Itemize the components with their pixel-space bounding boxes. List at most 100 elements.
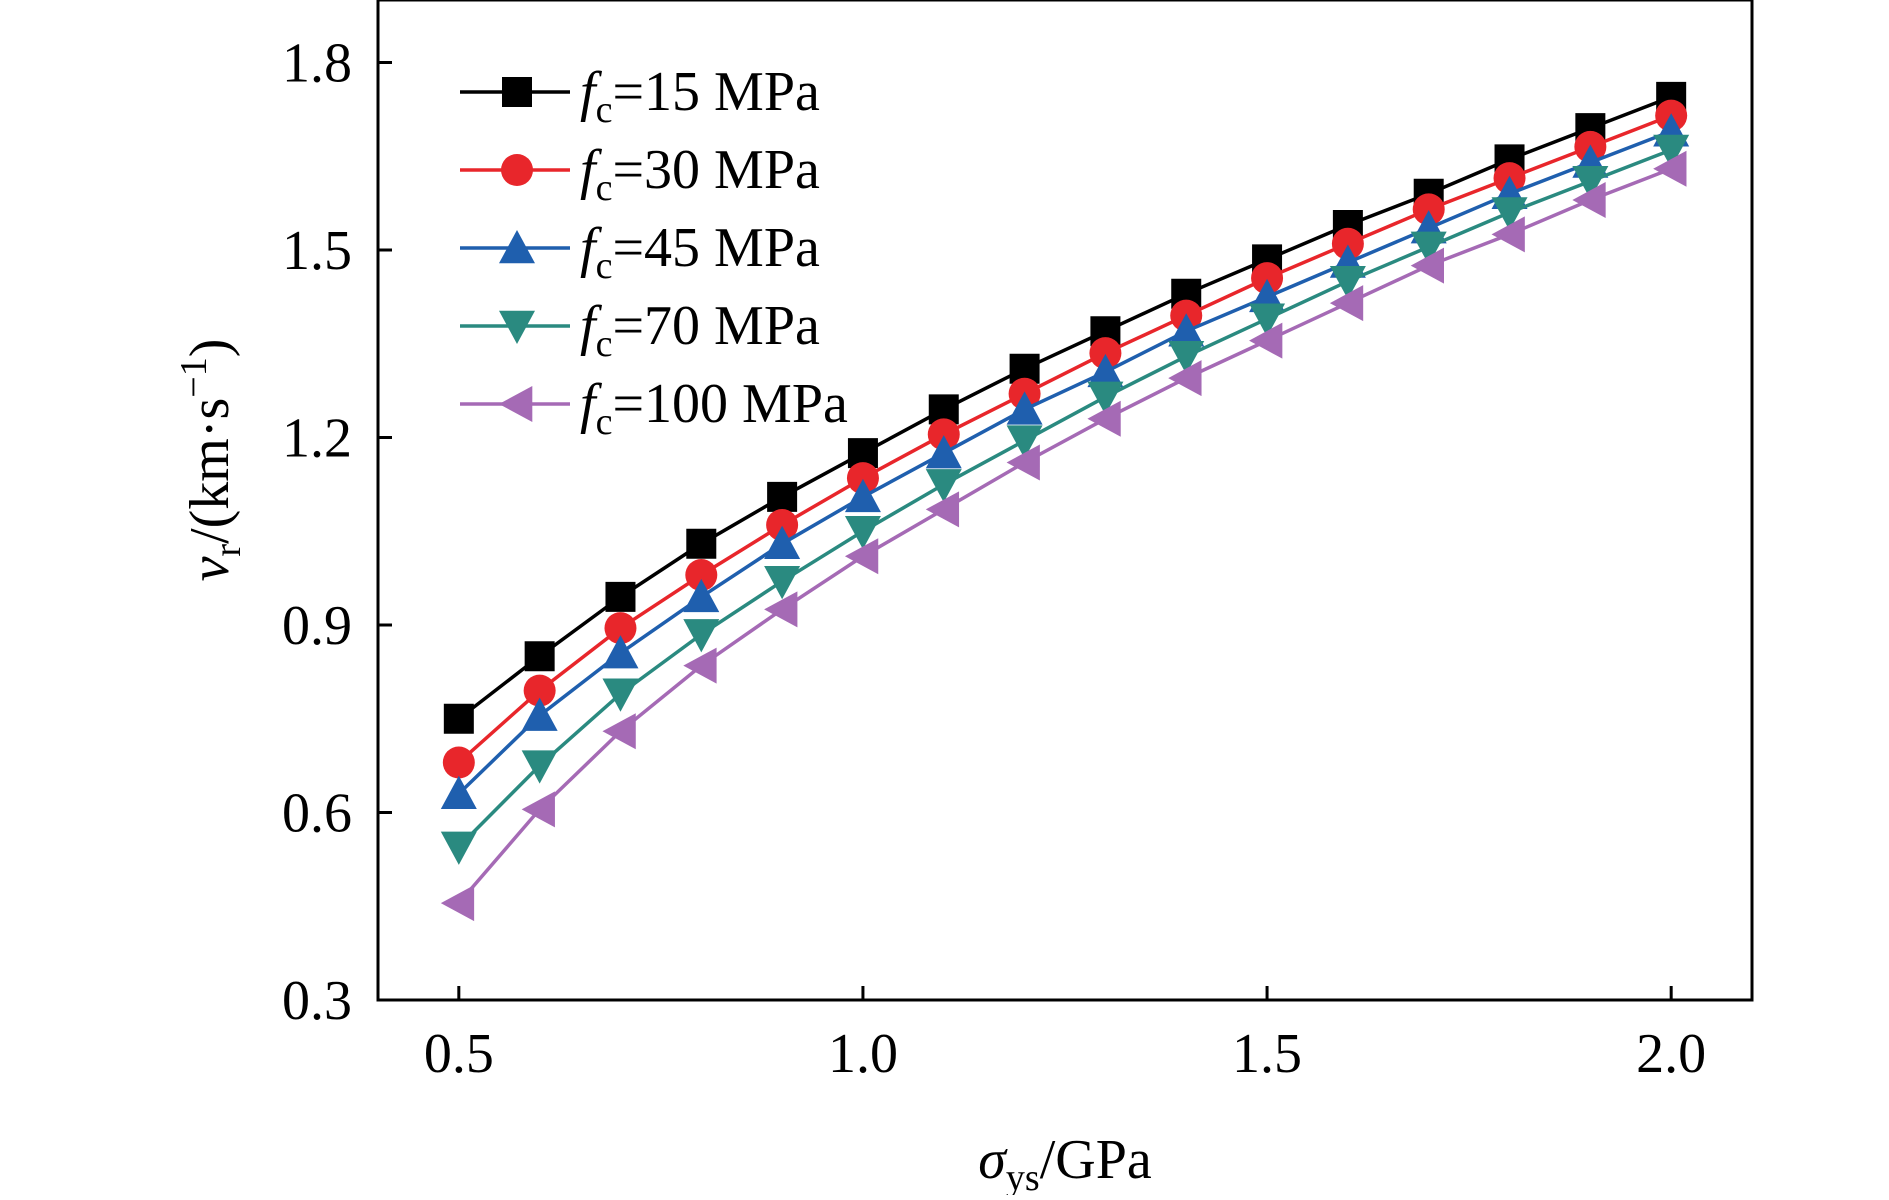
- x-axis-title-symbol: σ: [978, 1129, 1008, 1191]
- data-point: [686, 528, 717, 559]
- x-axis-title-sub: ys: [1006, 1157, 1040, 1195]
- series-line: [457, 129, 1672, 796]
- y-axis-title-symbol: v: [179, 556, 241, 581]
- data-point: [521, 791, 555, 828]
- legend-label: fc=45 MPa: [580, 217, 820, 287]
- data-point: [524, 641, 555, 672]
- data-point: [1168, 313, 1205, 347]
- data-point: [1249, 322, 1283, 359]
- legend-label: fc=15 MPa: [580, 61, 820, 131]
- data-point: [1251, 262, 1284, 295]
- data-point: [602, 713, 636, 750]
- data-point: [927, 418, 960, 451]
- ticks-layer: 0.5 1.0 1.5 2.0 0.3 0.6 0.9 1.2 1.5 1.8: [282, 33, 1706, 1086]
- data-point: [1572, 165, 1609, 200]
- y-axis-title-unit: /(km·s: [179, 398, 241, 544]
- x-tick-label: 1.5: [1232, 1023, 1302, 1085]
- legend-item: fc=70 MPa: [460, 295, 820, 365]
- data-point: [846, 462, 879, 495]
- series-line: [457, 167, 1672, 905]
- y-tick-label: 0.3: [282, 970, 352, 1032]
- data-point: [1329, 265, 1366, 300]
- data-point: [683, 578, 720, 613]
- series-layer: [440, 81, 1690, 922]
- series-line: [457, 148, 1672, 849]
- legend-label-sub: c: [596, 167, 613, 209]
- data-point: [685, 559, 718, 591]
- data-point: [1331, 227, 1364, 260]
- legend-marker: [501, 154, 533, 186]
- data-point: [523, 674, 556, 707]
- data-point: [602, 635, 639, 669]
- data-point: [1572, 182, 1606, 218]
- data-point: [1168, 340, 1205, 375]
- data-point: [1653, 150, 1687, 187]
- plot-frame: [376, 0, 1754, 1002]
- legend-item: fc=45 MPa: [460, 217, 820, 287]
- data-point: [767, 481, 798, 512]
- legend: fc=15 MPa fc=30 MPa fc=45 MPa fc=70 MPa fc=1…: [460, 61, 848, 443]
- data-point: [602, 678, 639, 712]
- data-point: [1410, 247, 1445, 284]
- data-point: [925, 469, 962, 503]
- data-point: [844, 515, 881, 550]
- legend-marker: [499, 230, 535, 264]
- legend-marker: [502, 77, 532, 107]
- data-point: [604, 612, 637, 645]
- y-tick-label: 0.6: [282, 783, 352, 845]
- data-point: [1087, 400, 1121, 437]
- legend-label-rest: =45 MPa: [612, 217, 820, 279]
- data-point: [443, 703, 474, 734]
- y-tick-label: 0.9: [282, 595, 352, 657]
- y-axis-title-sub: r: [207, 544, 249, 557]
- y-tick-label: 1.8: [282, 33, 352, 95]
- data-point: [1491, 197, 1528, 231]
- legend-label-rest: =100 MPa: [612, 373, 848, 435]
- data-point: [1410, 231, 1447, 265]
- series-line: [457, 95, 1672, 721]
- data-point: [1087, 381, 1124, 415]
- data-point: [440, 831, 477, 865]
- legend-label-sub: c: [596, 401, 613, 443]
- data-point: [844, 478, 881, 513]
- data-point: [521, 697, 558, 731]
- data-point: [1089, 337, 1122, 370]
- data-point: [1491, 216, 1525, 253]
- data-point: [1412, 193, 1445, 226]
- data-point: [605, 581, 636, 612]
- data-point: [766, 509, 799, 541]
- x-axis-title: σys/GPa: [978, 1129, 1152, 1195]
- x-tick-label: 1.0: [828, 1023, 898, 1085]
- data-point: [1249, 303, 1286, 337]
- series-5: [440, 150, 1687, 922]
- data-point: [1653, 134, 1690, 168]
- data-point: [764, 591, 798, 628]
- data-point: [764, 565, 801, 600]
- data-point: [764, 525, 801, 560]
- data-point: [1006, 444, 1040, 481]
- legend-marker: [499, 310, 535, 344]
- legend-label: fc=30 MPa: [580, 139, 820, 209]
- data-point: [1329, 285, 1364, 322]
- data-point: [925, 435, 962, 469]
- y-tick-label: 1.2: [282, 408, 352, 470]
- x-tick-label: 2.0: [1636, 1023, 1706, 1085]
- data-point: [1087, 353, 1124, 388]
- series-line: [457, 113, 1672, 764]
- legend-label: fc=100 MPa: [580, 373, 848, 443]
- legend-label-sub: c: [596, 89, 613, 131]
- legend-label-sub: c: [596, 323, 613, 365]
- x-tick-label: 0.5: [424, 1023, 494, 1085]
- y-tick-label: 1.5: [282, 220, 352, 282]
- data-point: [683, 647, 717, 684]
- legend-label-rest: =30 MPa: [612, 139, 820, 201]
- y-axis-title: vr/(km·s−1): [173, 339, 249, 582]
- data-point: [1006, 391, 1043, 425]
- y-axis-title-close: ): [179, 339, 241, 358]
- legend-label-rest: =15 MPa: [612, 61, 820, 123]
- data-point: [1168, 360, 1202, 397]
- legend-marker: [499, 386, 533, 422]
- legend-label-rest: =70 MPa: [612, 295, 820, 357]
